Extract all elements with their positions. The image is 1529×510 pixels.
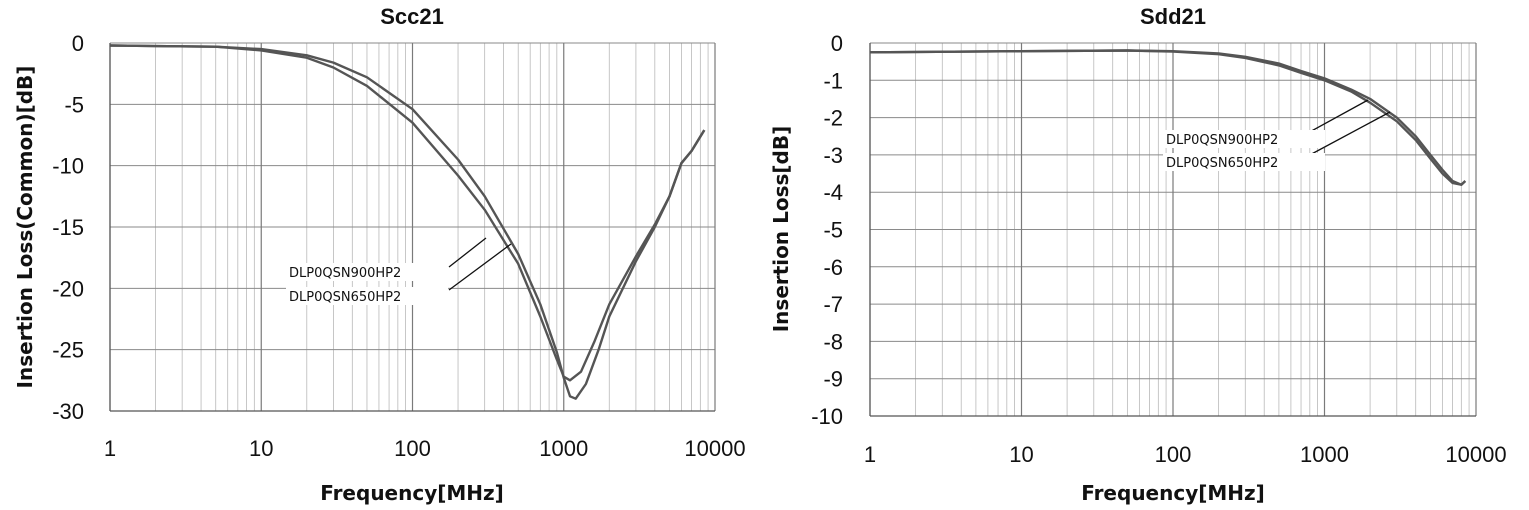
scc21-x-tick-label: 10 (249, 436, 273, 461)
scc21-annotation-leader (448, 237, 487, 268)
sdd21-y-tick-label: -2 (823, 106, 843, 131)
sdd21-series-line-1 (869, 49, 1467, 186)
scc21-annotation-label: DLP0QSN650HP2 (289, 290, 401, 305)
scc21-y-tick-label: -20 (52, 276, 84, 301)
scc21-annotation-label: DLP0QSN900HP2 (289, 266, 401, 281)
sdd21-x-tick-label: 1000 (1300, 442, 1349, 467)
sdd21-x-tick-label: 10000 (1445, 442, 1506, 467)
sdd21-x-tick-label: 10 (1009, 442, 1033, 467)
scc21-x-tick-label: 10000 (684, 436, 745, 461)
scc21-x-tick-label: 1 (104, 436, 116, 461)
sdd21-y-tick-label: 0 (831, 31, 843, 56)
sdd21-annotation-leader (1305, 111, 1391, 158)
scc21-series-line-1 (109, 44, 706, 400)
sdd21-annotation-bg (1163, 153, 1325, 171)
sdd21-x-tick-label: 100 (1155, 442, 1192, 467)
sdd21-y-tick-label: -10 (811, 404, 843, 429)
sdd21-annotation-label: DLP0QSN900HP2 (1166, 133, 1278, 148)
scc21-y-tick-label: -30 (52, 399, 84, 424)
scc21-y-axis-label: Insertion Loss(Common)[dB] (13, 66, 37, 389)
sdd21-y-tick-label: -7 (823, 292, 843, 317)
sdd21-x-tick-label: 1 (864, 442, 876, 467)
scc21-y-tick-label: 0 (72, 31, 84, 56)
sdd21-title: Sdd21 (1140, 4, 1206, 29)
scc21-annotation-leader (448, 243, 512, 291)
scc21-y-tick-label: -5 (64, 92, 84, 117)
sdd21-y-tick-label: -3 (823, 143, 843, 168)
sdd21-annotation-label: DLP0QSN650HP2 (1166, 156, 1278, 171)
sdd21-y-tick-label: -9 (823, 367, 843, 392)
sdd21-y-tick-label: -5 (823, 218, 843, 243)
scc21-title: Scc21 (380, 4, 444, 29)
scc21-annotation-bg (286, 263, 448, 281)
scc21-y-tick-label: -25 (52, 338, 84, 363)
sdd21-annotation-leader (1305, 99, 1369, 135)
scc21-annotation-bg (286, 287, 448, 305)
scc21-y-tick-label: -10 (52, 154, 84, 179)
sdd21-y-axis-label: Insertion Loss[dB] (769, 126, 793, 333)
sdd21-x-axis-label: Frequency[MHz] (1081, 481, 1265, 505)
scc21-y-tick-label: -15 (52, 215, 84, 240)
sdd21-y-tick-label: -1 (823, 68, 843, 93)
sdd21-annotation-bg (1163, 130, 1325, 148)
scc21-x-axis-label: Frequency[MHz] (320, 481, 504, 505)
scc21-x-tick-label: 1000 (539, 436, 588, 461)
scc21-x-tick-label: 100 (394, 436, 431, 461)
sdd21-y-tick-label: -6 (823, 255, 843, 280)
sdd21-y-tick-label: -8 (823, 329, 843, 354)
sdd21-y-tick-label: -4 (823, 180, 843, 205)
